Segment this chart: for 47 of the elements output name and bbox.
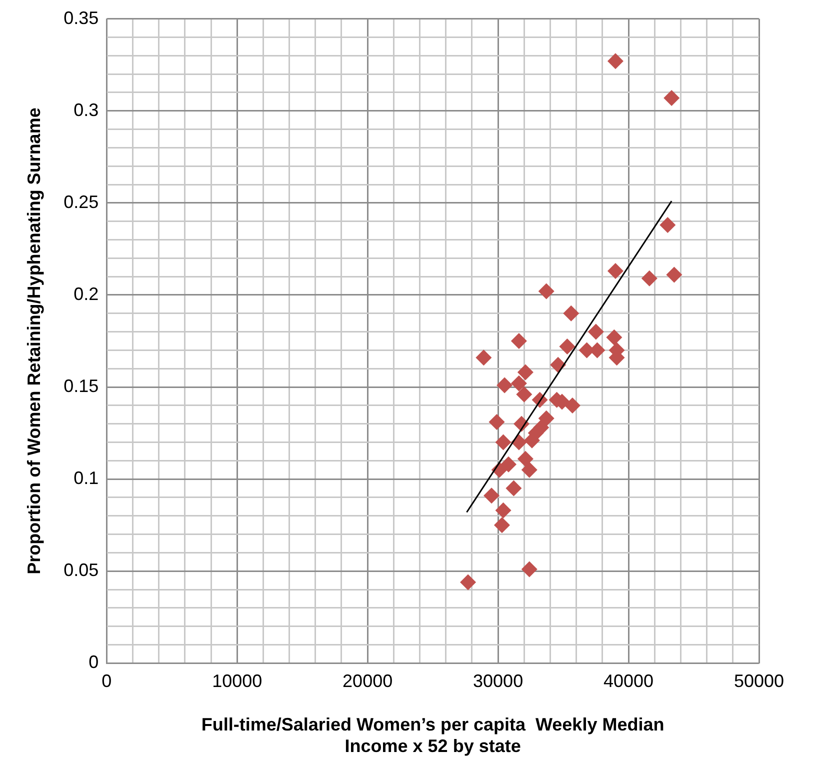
point <box>510 434 527 450</box>
point <box>563 305 580 322</box>
y-tick-label: 0.3 <box>74 100 99 120</box>
x-tick-label: 10000 <box>212 670 262 691</box>
point <box>564 397 580 414</box>
point <box>495 502 512 518</box>
x-tick-label: 50000 <box>734 670 784 691</box>
y-axis-title: Proportion of Women Retaining/Hyphenating Surname <box>24 108 44 574</box>
point <box>664 90 680 106</box>
point <box>660 217 676 234</box>
point <box>484 488 500 504</box>
point <box>510 333 527 349</box>
point <box>666 266 682 283</box>
point <box>488 414 505 430</box>
y-tick-label: 0.2 <box>74 284 99 304</box>
point <box>607 263 624 280</box>
point <box>606 329 622 346</box>
point <box>588 324 604 340</box>
x-tick-label: 40000 <box>603 670 654 691</box>
point <box>506 480 522 496</box>
point <box>538 410 554 426</box>
point <box>607 53 624 70</box>
point <box>500 456 516 472</box>
y-tick-label: 0.05 <box>64 560 99 580</box>
point <box>517 450 534 467</box>
y-tick-label: 0.35 <box>64 8 99 28</box>
y-tick-label: 0 <box>88 652 99 672</box>
point <box>521 462 538 478</box>
y-tick-label: 0.25 <box>64 192 99 212</box>
point <box>494 517 510 534</box>
y-tick-label: 0.15 <box>64 376 99 396</box>
point <box>641 270 658 286</box>
point <box>516 386 532 402</box>
point <box>476 350 492 366</box>
point <box>517 364 534 380</box>
x-tick-label: 20000 <box>342 670 393 691</box>
x-tick-label: 30000 <box>473 670 524 691</box>
point <box>510 375 527 392</box>
point <box>538 283 554 300</box>
y-tick-label: 0.1 <box>74 468 99 488</box>
x-tick-label: 0 <box>102 670 112 691</box>
point <box>559 338 576 355</box>
x-axis-title: Full-time/Salaried Women’s per capita Weekly Median Income x 52 by state <box>201 714 664 756</box>
point <box>496 377 513 394</box>
point <box>521 561 538 578</box>
point <box>460 574 476 590</box>
point <box>495 434 512 450</box>
